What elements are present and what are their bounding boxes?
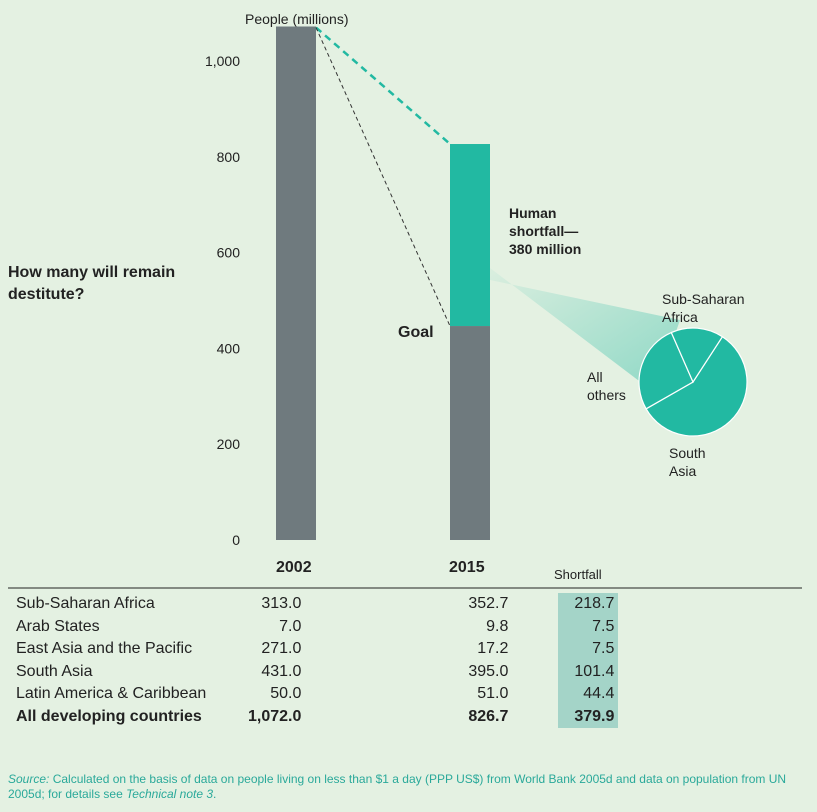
chart: People (millions) 0 200 400 600 800 1,000 Goa… xyxy=(8,11,802,589)
shortfall-label: Human shortfall— 380 million xyxy=(509,205,582,257)
spacer-cell xyxy=(508,593,558,616)
x-label-2015: 2015 xyxy=(449,559,485,576)
shortfall-cell: 44.4 xyxy=(558,683,619,706)
value-2015-cell: 352.7 xyxy=(468,595,509,613)
shortfall-cell: 379.9 xyxy=(558,705,619,728)
spacer-cell xyxy=(508,638,558,661)
table-row: East Asia and the Pacific 271.0 17.2 7.5 xyxy=(0,638,619,661)
data-table: Sub-Saharan Africa 313.0 352.7 218.7 Arab St… xyxy=(0,593,619,729)
shortfall-cell: 218.7 xyxy=(558,593,619,616)
goal-line xyxy=(315,27,451,327)
y-tick-label: 800 xyxy=(217,149,241,165)
source-end: . xyxy=(213,787,217,801)
spacer-cell xyxy=(301,661,458,684)
shortfall-header: Shortfall xyxy=(554,567,602,582)
pie-slice xyxy=(670,327,724,384)
value-2002-cell: 313.0 xyxy=(261,595,302,613)
y-tick-label: 0 xyxy=(232,532,240,548)
pie-label-line: South xyxy=(669,445,706,461)
table-total-row: All developing countries 1,072.0 826.7 379.… xyxy=(0,705,619,729)
spacer-cell xyxy=(301,706,458,729)
value-2015-cell: 17.2 xyxy=(477,640,509,658)
pie-label-line: All xyxy=(587,369,603,385)
shortfall-cell: 7.5 xyxy=(558,638,619,661)
y-ticks: 0 200 400 600 800 1,000 xyxy=(205,53,240,548)
shortfall-label-line: Human xyxy=(509,205,556,221)
bar-2015-goal xyxy=(450,326,490,540)
spacer-cell xyxy=(301,683,458,706)
shortfall-beam xyxy=(490,268,680,393)
value-2002-cell: 50.0 xyxy=(270,685,302,703)
shortfall-pie xyxy=(638,327,748,437)
region-cell: Sub-Saharan Africa xyxy=(16,595,155,613)
table-row: Arab States 7.0 9.8 7.5 xyxy=(0,615,619,639)
bar-2015-shortfall xyxy=(450,144,490,327)
projection-line xyxy=(315,26,451,145)
region-cell: Latin America & Caribbean xyxy=(16,685,207,703)
value-2002-cell: 7.0 xyxy=(279,617,302,635)
pie-slice xyxy=(645,335,748,437)
pie-label-line: Sub-Saharan xyxy=(662,291,745,307)
region-cell: East Asia and the Pacific xyxy=(16,640,193,658)
technical-note-link[interactable]: Technical note 3 xyxy=(126,787,214,801)
source-text: Calculated on the basis of data on peopl… xyxy=(8,772,787,801)
value-2015-cell: 9.8 xyxy=(486,617,509,635)
value-2015-cell: 395.0 xyxy=(468,662,509,680)
table-row: Latin America & Caribbean 50.0 51.0 44.4 xyxy=(0,683,619,706)
pie-label-south-asia: South Asia xyxy=(669,445,709,479)
value-2015-cell: 826.7 xyxy=(468,707,509,725)
goal-label: Goal xyxy=(398,324,434,341)
spacer-cell xyxy=(508,683,558,706)
source-label: Source: xyxy=(8,772,50,786)
spacer-cell xyxy=(301,638,458,661)
spacer-cell xyxy=(508,616,558,639)
pie-label-line: others xyxy=(587,387,626,403)
x-label-2002: 2002 xyxy=(276,559,312,576)
table-row: Sub-Saharan Africa 313.0 352.7 218.7 xyxy=(0,593,619,616)
question-title: How many will remain destitute? xyxy=(8,264,176,303)
value-2002-cell: 271.0 xyxy=(261,640,302,658)
y-tick-label: 600 xyxy=(217,245,241,261)
y-tick-label: 1,000 xyxy=(205,53,240,69)
region-cell: Arab States xyxy=(16,617,100,635)
pie-label-line: Africa xyxy=(662,309,698,325)
shortfall-label-line: shortfall— xyxy=(509,223,578,239)
region-cell: All developing countries xyxy=(16,707,202,725)
value-2002-cell: 1,072.0 xyxy=(248,707,302,725)
shortfall-label-line: 380 million xyxy=(509,241,581,257)
y-axis-title: People (millions) xyxy=(245,11,348,27)
value-2002-cell: 431.0 xyxy=(261,662,302,680)
spacer-cell xyxy=(301,593,458,616)
pie-label-line: Asia xyxy=(669,463,696,479)
y-tick-label: 400 xyxy=(217,340,241,356)
y-tick-label: 200 xyxy=(217,436,241,452)
bar-2002 xyxy=(276,26,316,540)
pie-label-others: All others xyxy=(587,369,626,403)
region-cell: South Asia xyxy=(16,662,93,680)
shortfall-cell: 101.4 xyxy=(558,660,619,683)
value-2015-cell: 51.0 xyxy=(477,685,509,703)
spacer-cell xyxy=(508,706,558,729)
pie-label-ssa: Sub-Saharan Africa xyxy=(662,291,748,325)
table-row: South Asia 431.0 395.0 101.4 xyxy=(0,660,619,684)
shortfall-cell: 7.5 xyxy=(558,615,619,638)
spacer-cell xyxy=(508,661,558,684)
spacer-cell xyxy=(301,616,458,639)
source-note: Source: Calculated on the basis of data … xyxy=(8,772,808,802)
